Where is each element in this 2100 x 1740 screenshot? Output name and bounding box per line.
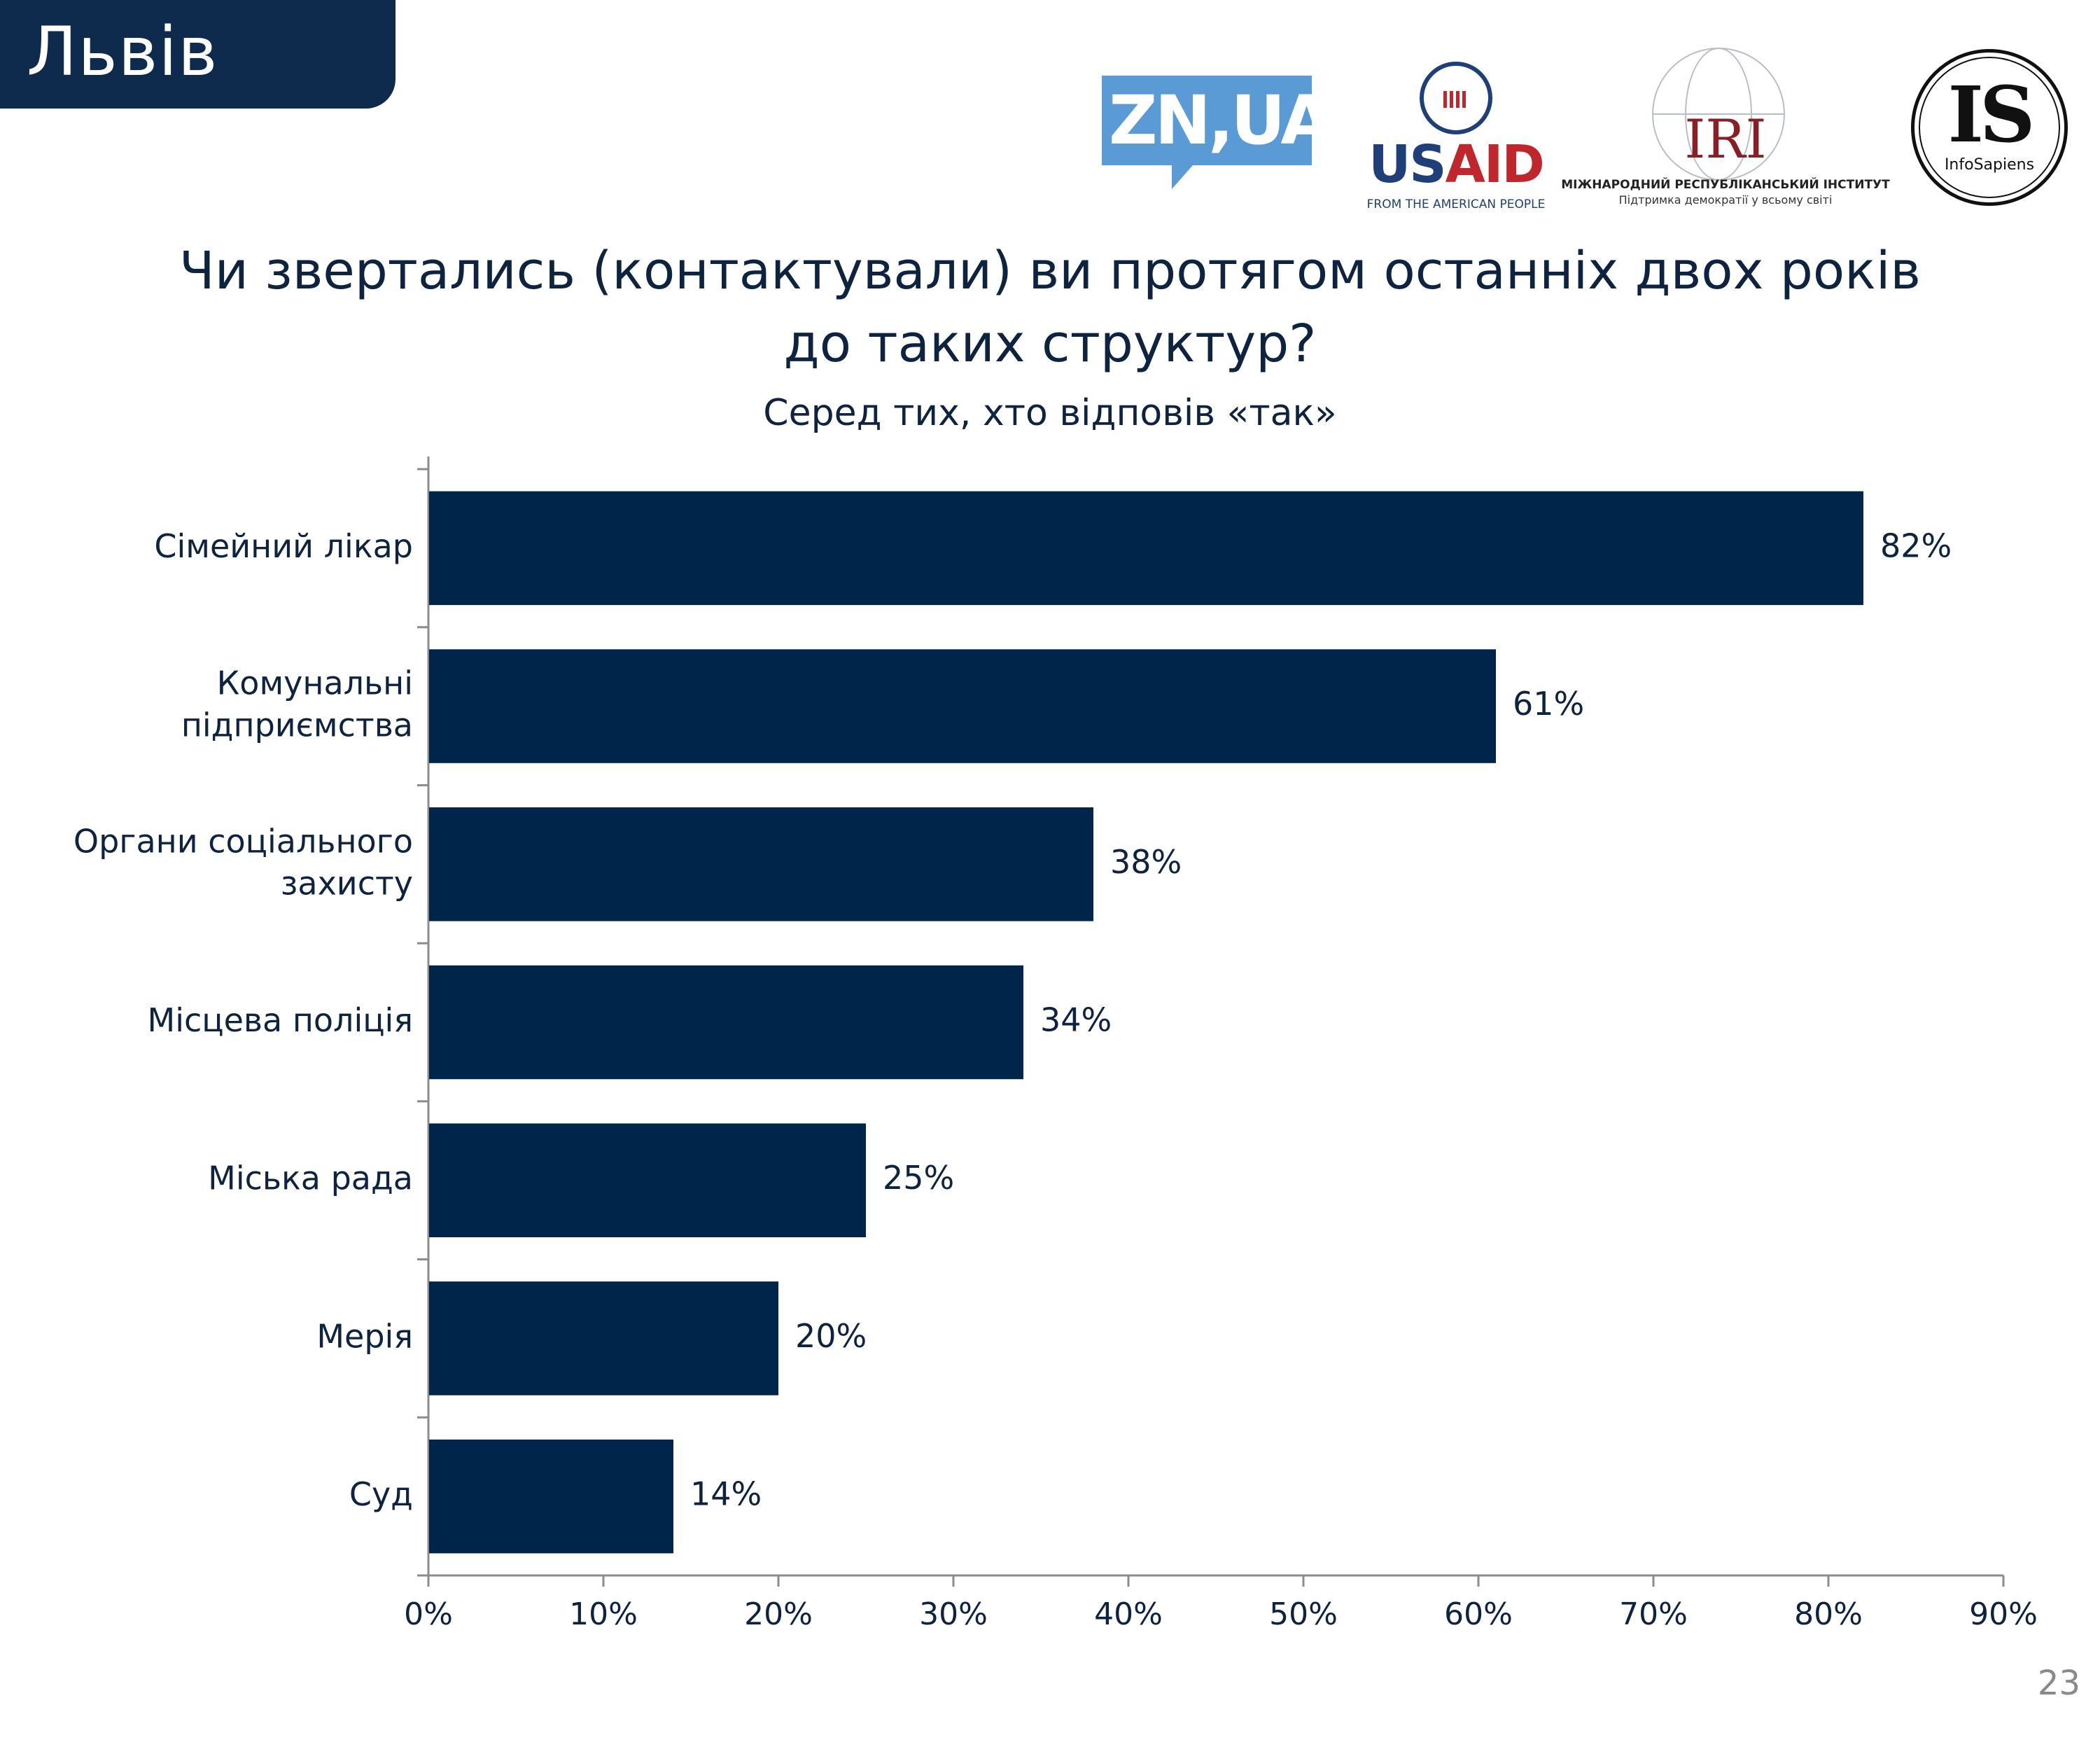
category-label-line: Місцева поліція [148, 1001, 413, 1039]
page-number: 23 [2037, 1664, 2080, 1703]
category-label-line: Мерія [316, 1317, 413, 1355]
usaid-us: US [1368, 134, 1446, 195]
value-label-1: 61% [1513, 685, 1584, 723]
category-label-line: підприємства [181, 706, 413, 744]
x-tick-label-7: 70% [1619, 1596, 1688, 1632]
category-label-line: захисту [281, 864, 413, 902]
x-tick-label-5: 50% [1269, 1596, 1338, 1632]
iri-wordmark: IRI [1684, 108, 1767, 170]
usaid-aid: AID [1445, 134, 1545, 195]
x-tick-label-1: 10% [569, 1596, 638, 1632]
value-label-3: 34% [1040, 1001, 1112, 1039]
category-label-2: Органи соціального захисту [74, 822, 413, 902]
x-tick-label-4: 40% [1094, 1596, 1163, 1632]
category-label-5: Мерія [316, 1317, 413, 1355]
category-label-line: Суд [349, 1475, 413, 1513]
bar-2 [429, 807, 1093, 921]
category-label-line: Міська рада [208, 1159, 413, 1197]
category-label-line: Сімейний лікар [154, 527, 413, 564]
category-label-1: Комунальні підприємства [181, 664, 413, 744]
bar-chart: Сімейний лікар 82% Комунальні підприємства 6… [74, 457, 2038, 1632]
category-label-3: Місцева поліція [148, 1001, 413, 1039]
x-tick-label-6: 60% [1444, 1596, 1513, 1632]
category-label-4: Міська рада [208, 1159, 413, 1197]
value-label-6: 14% [690, 1475, 762, 1513]
chart-title-line-2: до таких структур? [783, 314, 1317, 374]
iri-full-name: МІЖНАРОДНИЙ РЕСПУБЛІКАНСЬКИЙ ІНСТИТУТ [1561, 178, 1890, 192]
bar-3 [429, 965, 1023, 1080]
globe-icon [1652, 48, 1785, 181]
logo-strip: ZN,UA USAID FROM THE AMERICAN PEOPLE IRI… [1092, 42, 2086, 217]
city-tab: Львів [0, 0, 396, 109]
x-tick-label-9: 90% [1969, 1596, 2038, 1632]
x-tick-label-8: 80% [1794, 1596, 1863, 1632]
speech-bubble-tail-icon [1172, 165, 1193, 189]
value-label-2: 38% [1110, 843, 1182, 881]
value-label-0: 82% [1880, 527, 1952, 564]
usaid-seal-icon [1420, 62, 1492, 134]
x-tick-label-0: 0% [404, 1596, 453, 1632]
usaid-logo: USAID FROM THE AMERICAN PEOPLE [1358, 56, 1554, 217]
value-label-4: 25% [883, 1159, 954, 1197]
infosapiens-logo: IS InfoSapiens [1911, 49, 2068, 206]
bar-6 [429, 1439, 673, 1554]
category-label-line: Органи соціального [74, 822, 413, 860]
bar-1 [429, 649, 1496, 763]
city-label: Львів [27, 13, 218, 91]
iri-tagline: Підтримка демократії у всьому світі [1618, 193, 1833, 207]
bar-0 [429, 491, 1863, 606]
category-label-0: Сімейний лікар [154, 527, 413, 564]
chart-subtitle: Серед тих, хто відповів «так» [763, 392, 1337, 434]
usaid-wordmark: USAID [1358, 134, 1554, 195]
zn-ua-logo: ZN,UA [1102, 76, 1333, 189]
value-label-5: 20% [795, 1317, 867, 1355]
bar-5 [429, 1281, 778, 1396]
zn-ua-logo-text: ZN,UA [1109, 81, 1333, 160]
iri-logo: IRI МІЖНАРОДНИЙ РЕСПУБЛІКАНСЬКИЙ ІНСТИТУ… [1561, 48, 1890, 216]
x-tick-label-2: 20% [744, 1596, 813, 1632]
bar-4 [429, 1123, 866, 1237]
category-label-6: Суд [349, 1475, 413, 1513]
category-label-line: Комунальні [217, 664, 413, 702]
infosapiens-mark: IS [1947, 69, 2036, 160]
usaid-tagline: FROM THE AMERICAN PEOPLE [1366, 197, 1546, 211]
chart-title-line-1: Чи звертались (контактували) ви протягом… [179, 241, 1921, 301]
x-tick-label-3: 30% [919, 1596, 988, 1632]
infosapiens-name: InfoSapiens [1944, 156, 2035, 174]
